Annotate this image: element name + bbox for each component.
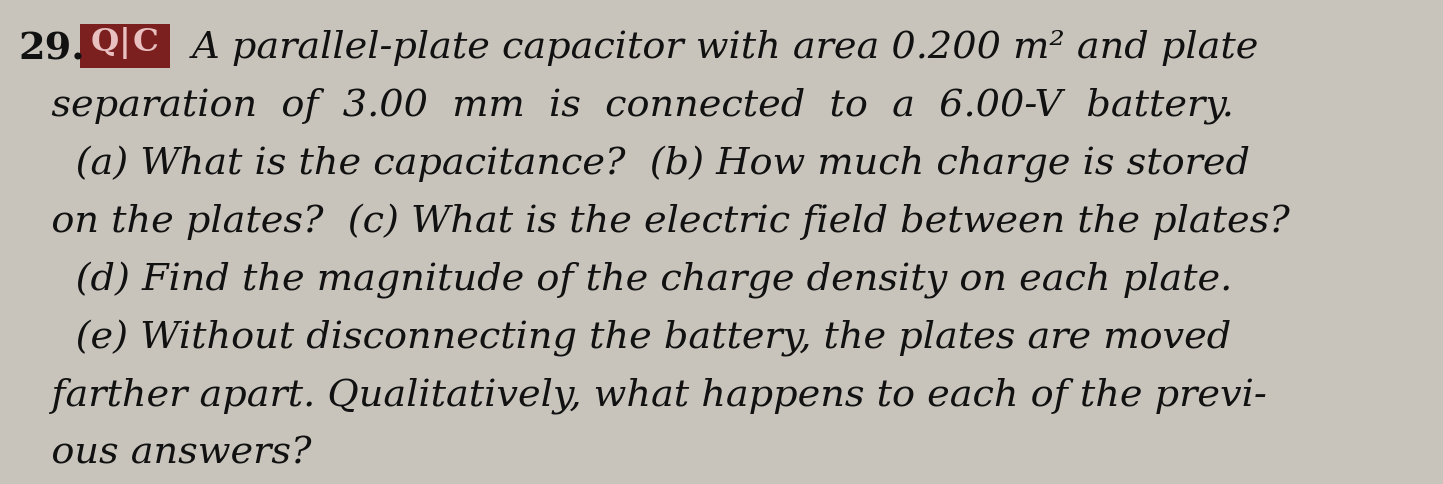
Text: |: |	[120, 27, 131, 59]
Text: (e) Without disconnecting the battery, the plates are moved: (e) Without disconnecting the battery, t…	[14, 320, 1231, 357]
Text: Q: Q	[91, 27, 120, 58]
Text: C: C	[133, 27, 159, 58]
Text: 29.: 29.	[17, 30, 85, 67]
Text: separation  of  3.00  mm  is  connected  to  a  6.00-V  battery.: separation of 3.00 mm is connected to a …	[14, 88, 1234, 124]
Text: (d) Find the magnitude of the charge density on each plate.: (d) Find the magnitude of the charge den…	[14, 262, 1232, 299]
Text: farther apart. Qualitatively, what happens to each of the previ-: farther apart. Qualitatively, what happe…	[14, 378, 1267, 414]
FancyBboxPatch shape	[79, 24, 170, 68]
Text: A parallel-plate capacitor with area 0.200 m² and plate: A parallel-plate capacitor with area 0.2…	[180, 30, 1258, 66]
Text: on the plates?  (c) What is the electric field between the plates?: on the plates? (c) What is the electric …	[14, 204, 1290, 241]
Text: (a) What is the capacitance?  (b) How much charge is stored: (a) What is the capacitance? (b) How muc…	[14, 146, 1250, 183]
Text: ous answers?: ous answers?	[14, 436, 312, 472]
